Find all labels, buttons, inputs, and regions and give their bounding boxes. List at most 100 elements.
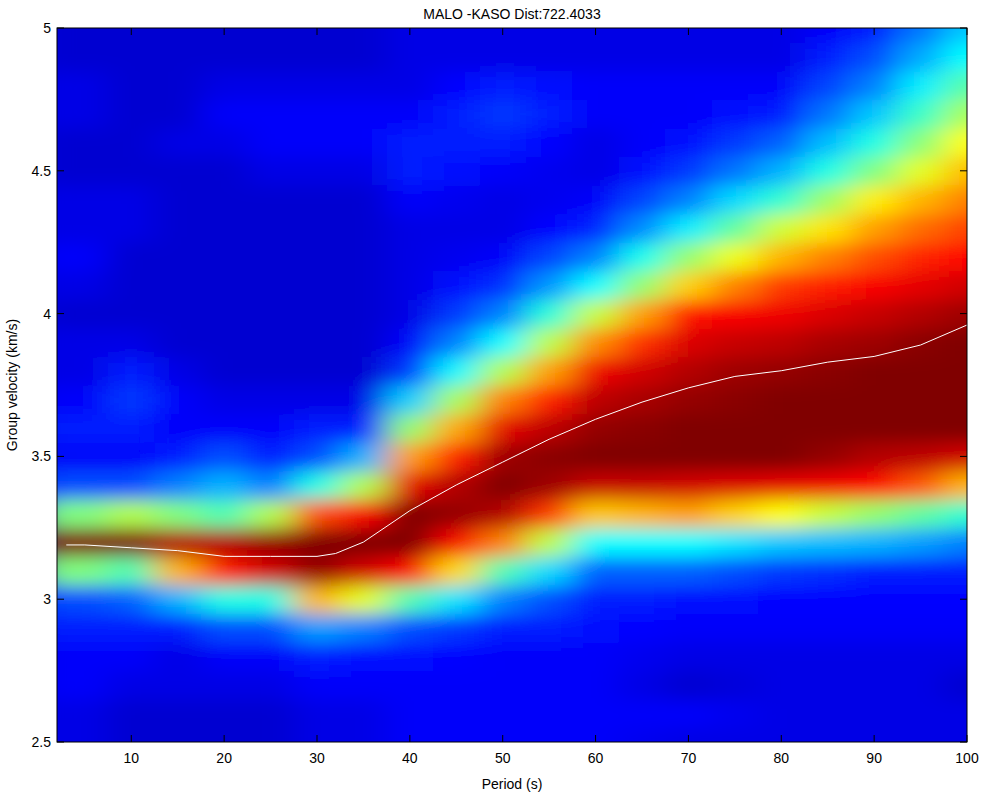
heatmap-cell	[247, 414, 294, 443]
heatmap-cell	[619, 385, 666, 414]
heatmap-cell	[294, 728, 341, 742]
heatmap-cell	[387, 385, 434, 414]
heatmap-cell	[57, 556, 109, 585]
heatmap-cell	[526, 385, 573, 414]
heatmap-cell	[201, 28, 248, 43]
heatmap-cell	[155, 28, 202, 43]
heatmap-cell	[294, 499, 341, 528]
chart: 1020304050607080901002.533.544.55MALO -K…	[0, 0, 985, 799]
heatmap-cell	[851, 728, 898, 742]
heatmap-cell	[480, 214, 527, 243]
heatmap-cell	[294, 28, 341, 43]
heatmap-cell	[526, 499, 573, 528]
heatmap-cell	[665, 356, 712, 385]
heatmap-cell	[294, 613, 341, 642]
x-tick-label: 60	[588, 750, 604, 766]
heatmap-cell	[897, 613, 944, 642]
heatmap-cell	[758, 42, 805, 71]
heatmap-cell	[897, 699, 944, 728]
heatmap-cell	[897, 128, 944, 157]
heatmap-cell	[758, 299, 805, 328]
heatmap-cell	[155, 71, 202, 100]
heatmap-cell	[340, 699, 387, 728]
heatmap-cell	[758, 728, 805, 742]
heatmap-cell	[108, 71, 155, 100]
x-tick-top	[595, 28, 596, 35]
heatmap-cell	[433, 556, 480, 585]
heatmap-cell	[108, 28, 155, 43]
heatmap-cell	[572, 28, 619, 43]
heatmap-cell	[526, 185, 573, 214]
heatmap-cell	[247, 499, 294, 528]
heatmap-cell	[897, 99, 944, 128]
heatmap-cell	[526, 299, 573, 328]
heatmap-cell	[294, 528, 341, 557]
heatmap-cell	[619, 671, 666, 700]
heatmap-cell	[387, 271, 434, 300]
heatmap-cell	[944, 556, 967, 585]
heatmap-cell	[387, 356, 434, 385]
x-tick-label: 10	[123, 750, 139, 766]
heatmap-cell	[387, 328, 434, 357]
heatmap-cell	[57, 71, 109, 100]
heatmap-cell	[712, 242, 759, 271]
y-axis-title: Group velocity (km/s)	[4, 319, 20, 451]
y-tick-label: 2.5	[32, 734, 52, 750]
heatmap-cell	[340, 585, 387, 614]
heatmap-cell	[340, 99, 387, 128]
heatmap-cell	[805, 471, 852, 500]
heatmap-cell	[433, 585, 480, 614]
heatmap-cell	[805, 328, 852, 357]
heatmap-cell	[758, 71, 805, 100]
x-tick-label: 70	[681, 750, 697, 766]
heatmap-cell	[897, 242, 944, 271]
heatmap-cell	[944, 42, 967, 71]
heatmap-cell	[851, 242, 898, 271]
heatmap-cell	[57, 414, 109, 443]
heatmap-cell	[619, 42, 666, 71]
axes: 1020304050607080901002.533.544.55	[32, 20, 979, 766]
heatmap-cell	[897, 528, 944, 557]
heatmap-cell	[387, 71, 434, 100]
heatmap-cell	[526, 71, 573, 100]
heatmap-cell	[805, 356, 852, 385]
heatmap-cell	[247, 157, 294, 186]
heatmap-cell	[387, 128, 434, 157]
heatmap-cell	[247, 128, 294, 157]
heatmap-cell	[294, 71, 341, 100]
heatmap-cell	[712, 328, 759, 357]
heatmap-cell	[340, 271, 387, 300]
heatmap-cell	[201, 99, 248, 128]
heatmap-cell	[851, 157, 898, 186]
heatmap-cell	[155, 613, 202, 642]
heatmap-cell	[57, 328, 109, 357]
heatmap-cell	[294, 42, 341, 71]
heatmap-cell	[572, 356, 619, 385]
heatmap-cell	[247, 328, 294, 357]
y-tick-label: 5	[43, 20, 51, 36]
heatmap-cell	[805, 128, 852, 157]
y-tick-label: 4	[43, 306, 51, 322]
heatmap-cell	[758, 99, 805, 128]
heatmap-cell	[108, 585, 155, 614]
heatmap-cell	[294, 642, 341, 671]
heatmap-cell	[57, 271, 109, 300]
heatmap-cell	[480, 99, 527, 128]
heatmap-cell	[433, 42, 480, 71]
heatmap-cell	[340, 414, 387, 443]
heatmap-cell	[758, 528, 805, 557]
heatmap-cell	[712, 185, 759, 214]
heatmap-cell	[526, 414, 573, 443]
x-tick	[874, 735, 875, 742]
heatmap-cell	[108, 671, 155, 700]
heatmap-cell	[805, 671, 852, 700]
heatmap-cell	[247, 242, 294, 271]
heatmap-cell	[851, 442, 898, 471]
heatmap-cell	[758, 442, 805, 471]
heatmap-cell	[851, 185, 898, 214]
heatmap-cell	[665, 71, 712, 100]
heatmap-cell	[526, 556, 573, 585]
x-tick	[967, 735, 968, 742]
heatmap-cell	[480, 642, 527, 671]
heatmap-cell	[247, 214, 294, 243]
